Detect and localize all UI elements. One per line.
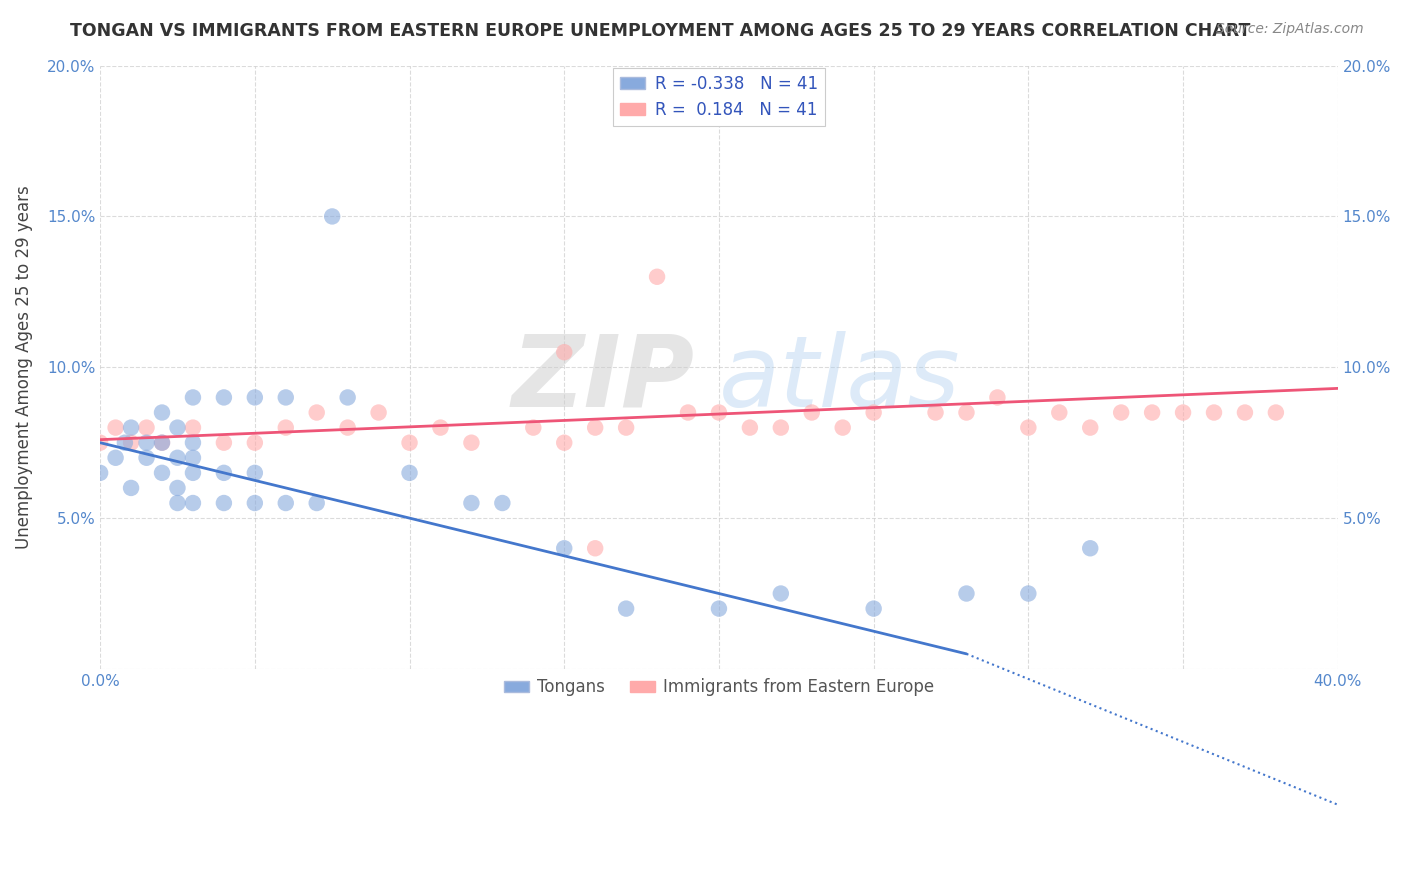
Point <box>150 405 173 419</box>
Point <box>212 466 235 480</box>
Point <box>460 435 482 450</box>
Point <box>120 420 142 434</box>
Point <box>104 450 127 465</box>
Point <box>862 601 884 615</box>
Point <box>367 405 389 419</box>
Point <box>769 586 792 600</box>
Point <box>181 391 204 405</box>
Point <box>583 541 606 556</box>
Point <box>429 420 451 434</box>
Point <box>1264 405 1286 419</box>
Point <box>738 420 761 434</box>
Point <box>1171 405 1194 419</box>
Point <box>553 435 575 450</box>
Point <box>274 420 297 434</box>
Legend: Tongans, Immigrants from Eastern Europe: Tongans, Immigrants from Eastern Europe <box>496 672 941 703</box>
Point <box>1078 541 1101 556</box>
Point <box>1233 405 1256 419</box>
Point <box>104 420 127 434</box>
Point <box>614 420 637 434</box>
Point <box>166 496 188 510</box>
Point <box>89 435 111 450</box>
Point <box>398 466 420 480</box>
Point <box>955 405 977 419</box>
Point <box>212 496 235 510</box>
Point <box>1078 420 1101 434</box>
Point <box>120 435 142 450</box>
Text: TONGAN VS IMMIGRANTS FROM EASTERN EUROPE UNEMPLOYMENT AMONG AGES 25 TO 29 YEARS : TONGAN VS IMMIGRANTS FROM EASTERN EUROPE… <box>70 22 1251 40</box>
Point <box>181 496 204 510</box>
Point <box>135 420 157 434</box>
Point <box>460 496 482 510</box>
Point <box>336 420 359 434</box>
Point <box>1109 405 1132 419</box>
Point <box>862 405 884 419</box>
Point <box>135 435 157 450</box>
Point <box>150 466 173 480</box>
Point <box>305 405 328 419</box>
Point <box>212 435 235 450</box>
Point <box>707 601 730 615</box>
Point <box>243 391 266 405</box>
Point <box>135 450 157 465</box>
Point <box>583 420 606 434</box>
Point <box>305 496 328 510</box>
Point <box>986 391 1008 405</box>
Point <box>243 496 266 510</box>
Point <box>181 466 204 480</box>
Text: Source: ZipAtlas.com: Source: ZipAtlas.com <box>1216 22 1364 37</box>
Point <box>120 481 142 495</box>
Point <box>1017 420 1039 434</box>
Point <box>336 391 359 405</box>
Point <box>769 420 792 434</box>
Point <box>243 435 266 450</box>
Point <box>645 269 668 284</box>
Text: atlas: atlas <box>718 331 960 428</box>
Point <box>274 496 297 510</box>
Point <box>243 466 266 480</box>
Text: ZIP: ZIP <box>512 331 695 428</box>
Point <box>491 496 513 510</box>
Point <box>553 345 575 359</box>
Point <box>166 481 188 495</box>
Point <box>181 420 204 434</box>
Point <box>522 420 544 434</box>
Point <box>1047 405 1070 419</box>
Point <box>150 435 173 450</box>
Point <box>831 420 853 434</box>
Point <box>114 435 136 450</box>
Point <box>707 405 730 419</box>
Point <box>321 210 343 224</box>
Point <box>181 450 204 465</box>
Point <box>1202 405 1225 419</box>
Point <box>1017 586 1039 600</box>
Point <box>150 435 173 450</box>
Point <box>1140 405 1163 419</box>
Point <box>212 391 235 405</box>
Point <box>800 405 823 419</box>
Point <box>553 541 575 556</box>
Point <box>398 435 420 450</box>
Point <box>924 405 946 419</box>
Point <box>166 420 188 434</box>
Point <box>89 466 111 480</box>
Point <box>166 450 188 465</box>
Point <box>676 405 699 419</box>
Point <box>614 601 637 615</box>
Point <box>274 391 297 405</box>
Y-axis label: Unemployment Among Ages 25 to 29 years: Unemployment Among Ages 25 to 29 years <box>15 186 32 549</box>
Point <box>955 586 977 600</box>
Point <box>181 435 204 450</box>
